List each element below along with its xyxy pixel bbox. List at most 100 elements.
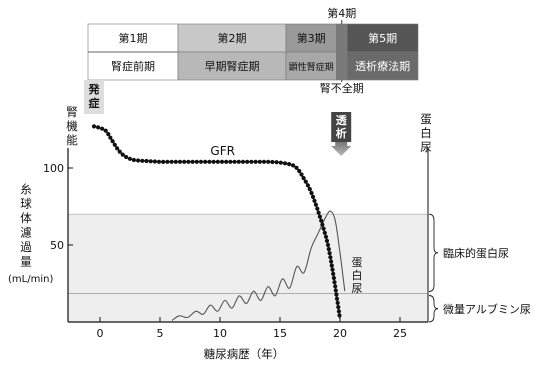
gfr-point [173,159,178,164]
stage-3-name-cell [285,51,337,81]
gfr-point [169,159,174,164]
gfr-point [136,158,141,163]
gfr-point [331,275,336,281]
gfr-point [245,159,250,164]
gfr-point [249,159,254,164]
gfr-series-label: GFR [210,144,235,158]
gfr-point [228,159,233,164]
dialysis-arrow-body [331,112,352,142]
stage-3-name: 顕性腎症期 [289,61,334,73]
stage-2-name: 早期腎症期 [205,59,260,73]
gfr-point [303,179,308,184]
dialysis-arrow [331,112,352,156]
y-top-label-char: 腎 [66,105,78,119]
gfr-point [270,159,275,165]
clinical-brace [428,213,439,292]
gfr-point [329,259,334,264]
gfr-point [294,165,299,170]
gfr-point [186,159,191,164]
gfr-point [148,159,153,164]
gfr-point [323,234,329,239]
stage-4-name: 腎不全期 [320,81,364,95]
gfr-point [161,159,166,164]
gfr-point [316,210,321,215]
gfr-point [177,159,183,164]
onset-char: 症 [89,96,100,110]
gfr-point [131,157,136,163]
stage-2-label: 第2期 [218,31,247,45]
stage-1-name: 腎症前期 [111,59,155,73]
onset-label: 発症 [84,80,104,114]
stage-5-name: 透析療法期 [355,59,410,73]
dialysis-arrow-head [331,142,352,156]
gfr-point [332,280,337,285]
gfr-point [331,271,336,276]
y-tick-label: 100 [43,162,64,175]
gfr-dots [91,124,342,318]
gfr-point [321,226,326,231]
gfr-point [240,159,246,164]
x-tick-label: 0 [97,327,104,340]
gfr-point [207,159,212,164]
micro-band-label: 微量アルブミン尿 [443,302,531,316]
x-tick-label: 10 [213,327,227,340]
clinical-proteinuria-band [68,214,428,322]
gfr-point [144,158,149,164]
dialysis-char: 透 [336,114,348,127]
stage-2-name-cell [177,51,287,81]
gfr-point [236,159,241,164]
gfr-point [266,159,271,164]
gfr-point [112,142,117,147]
gfr-point [319,218,324,223]
proteinuria-curve-label: 蛋白尿 [352,256,363,295]
gfr-point [326,247,331,252]
gfr-point [287,162,292,167]
gfr-point [253,159,258,164]
gfr-point [232,159,237,164]
gfr-point [182,159,187,164]
gfr-point [299,172,304,177]
y-axis-title-char: 糸 [20,182,32,196]
right-axis-title-char: 蛋 [420,112,432,126]
x-tick-label: 5 [157,327,164,340]
x-axis-title: 糖尿病歴（年） [204,347,285,361]
gfr-point [140,158,145,163]
gfr-point [117,149,122,154]
x-tick-label: 25 [393,327,407,340]
y-tick-label: 50 [50,239,64,252]
gfr-point [165,159,170,164]
gfr-point [96,125,101,130]
gfr-point [106,132,111,137]
gfr-point [291,163,296,168]
gfr-point [335,300,340,305]
gfr-point [278,160,283,165]
gfr-point [336,309,341,314]
gfr-point [127,156,132,161]
y-axis-title-char: 体 [20,211,32,225]
gfr-point [103,128,108,133]
gfr-point [156,159,162,164]
stage-5-cell [346,23,419,53]
gfr-point [203,159,208,164]
y-axis-unit: (mL/min) [8,274,53,285]
x-axis-ticks: 0 5 10 15 20 25 [97,317,407,340]
x-tick-label: 15 [273,327,287,340]
gfr-point [211,159,216,164]
gfr-point [333,288,338,293]
gfr-point [309,190,314,196]
gfr-point [282,161,288,166]
gfr-point [336,305,341,310]
gfr-point [322,230,327,235]
y-axis-title-char: 濾 [20,226,32,240]
y-axis-title-char: 量 [20,255,32,269]
gfr-point [310,194,316,199]
gfr-point [337,313,342,318]
stage-1-cell [87,23,179,53]
gfr-point [120,152,125,157]
protein-label-char: 尿 [352,282,363,295]
clinical-band-label: 臨床的蛋白尿 [443,246,509,260]
x-tick-label: 20 [333,327,347,340]
gfr-point [315,206,320,211]
